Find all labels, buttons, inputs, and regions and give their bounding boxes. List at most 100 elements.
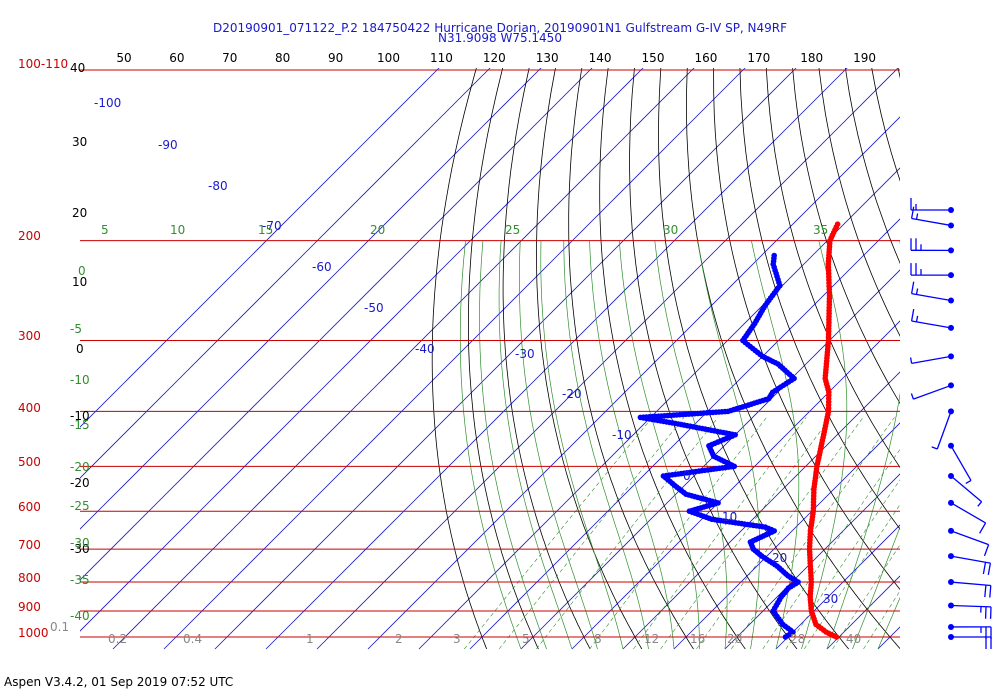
moist-adiabat-line [697, 240, 760, 650]
wind-barb-flag [983, 544, 990, 557]
isotherm-line [80, 68, 542, 530]
isotherm-line [724, 473, 900, 650]
dry-adiabat-label: -10 [70, 373, 90, 387]
moist-adiabat-label: 35 [813, 223, 828, 237]
moist-adiabat-label: 20 [370, 223, 385, 237]
dry-adiabat-line [658, 68, 850, 650]
left-axis-label: 10 [72, 275, 87, 289]
footer-version: Aspen V3.4.2, 01 Sep 2019 07:52 UTC [4, 675, 234, 689]
mixing-ratio-line [863, 590, 900, 650]
wind-barb [910, 198, 954, 213]
wind-barb-flag [931, 446, 938, 450]
pressure-label: 500 [18, 455, 41, 469]
mixing-ratio-label: 8 [594, 632, 602, 646]
isotherm-label: -70 [262, 219, 282, 233]
wind-barb [910, 263, 954, 279]
pressure-label: 900 [18, 600, 41, 614]
dry-adiabat-label: -40 [70, 609, 90, 623]
isotherm-line [469, 218, 900, 650]
mixing-ratio-label: 28 [790, 632, 805, 646]
isotherm-label: 20 [772, 551, 787, 565]
moist-adiabat-line [563, 240, 649, 650]
left-axis-label: 30 [72, 135, 87, 149]
isotherm-label: -50 [364, 301, 384, 315]
mixing-ratio-label: 40 [846, 632, 861, 646]
dry-adiabat-line [897, 68, 900, 79]
isotherm-label: -10 [612, 428, 632, 442]
wind-barb-flag [989, 585, 992, 598]
dry-adiabat-line [599, 68, 746, 650]
wind-barb [910, 238, 954, 254]
mixing-ratio-line [498, 417, 685, 650]
mixing-ratio-line [464, 417, 653, 650]
dry-adiabat-line [739, 68, 900, 530]
isotherm-label: 10 [722, 510, 737, 524]
mixing-ratio-label: 3 [453, 632, 461, 646]
wind-barb-flag [910, 308, 915, 322]
dry-adiabat-line [845, 68, 900, 265]
wind-barb-staff [950, 604, 992, 608]
dry-adiabat-label: -5 [70, 322, 82, 336]
isotherm-line [80, 68, 440, 428]
isotherm-line [112, 68, 695, 650]
moist-adiabat-line [877, 597, 900, 650]
mixing-ratio-line [731, 417, 895, 650]
wind-barb [948, 634, 992, 649]
dry-adiabat-line [765, 68, 900, 469]
top-axis-label: 150 [642, 51, 665, 65]
wind-barbs [909, 198, 992, 649]
isotherm-line [163, 68, 746, 650]
mixing-ratio-label: 20 [727, 632, 742, 646]
dry-adiabat-line [996, 44, 1000, 649]
dry-adiabat-line [431, 68, 488, 650]
isotherm-line [316, 68, 899, 650]
isotherm-line [775, 524, 900, 650]
mixing-ratio-line [536, 417, 719, 650]
wind-barb [948, 553, 992, 576]
mixing-ratio-line [762, 449, 900, 650]
moist-adiabat-line [826, 240, 900, 650]
wind-barb-flag [965, 479, 972, 484]
chart-title: D20190901_071122_P.2 184750422 Hurricane… [212, 21, 788, 35]
mixing-ratio-line [803, 504, 900, 650]
dry-adiabat-line [971, 44, 1000, 649]
moist-adiabat-label: 25 [505, 223, 520, 237]
isotherm-line [80, 68, 644, 632]
wind-barb [948, 602, 992, 619]
dry-adiabat-line [792, 68, 900, 405]
isotherm-line [673, 422, 900, 650]
wind-barb-staff [950, 502, 986, 524]
reference-lines [80, 44, 1000, 650]
mixing-ratio-label: 1 [306, 632, 314, 646]
wind-barb-flag [910, 281, 915, 294]
isotherm-line [80, 68, 593, 581]
wind-barb-flag [910, 393, 915, 400]
temperature-trace-point [834, 221, 841, 227]
mixing-ratio-line [660, 417, 831, 650]
mixing-ratio-label: 0.4 [183, 632, 202, 646]
wind-barb [931, 408, 954, 450]
dry-adiabat-label: -25 [70, 499, 90, 513]
wind-barb-flag [984, 585, 987, 598]
wind-barb-staff [936, 411, 952, 450]
mixing-ratio-line [633, 417, 807, 650]
moist-adiabat-line [589, 240, 675, 650]
moist-adiabat-label: 5 [101, 223, 109, 237]
wind-barb-staff [950, 445, 972, 481]
top-axis-label: 80 [275, 51, 290, 65]
isotherm-line [80, 68, 491, 479]
dry-adiabat-line [818, 68, 900, 337]
dry-adiabat-line [713, 68, 900, 590]
moist-adiabat-line [852, 526, 900, 650]
top-axis-label: 60 [169, 51, 184, 65]
wind-barb-flag [979, 522, 987, 534]
wind-barb [948, 472, 983, 507]
pressure-label: 100-110 [18, 57, 68, 71]
isotherm-line [520, 269, 900, 650]
moist-adiabat-line [619, 240, 700, 649]
dry-adiabat-line [502, 68, 591, 650]
isotherm-line [418, 167, 900, 650]
mixing-ratio-label: 16 [690, 632, 705, 646]
isotherm-label: 30 [823, 592, 838, 606]
mixing-ratio-label: 2 [395, 632, 403, 646]
